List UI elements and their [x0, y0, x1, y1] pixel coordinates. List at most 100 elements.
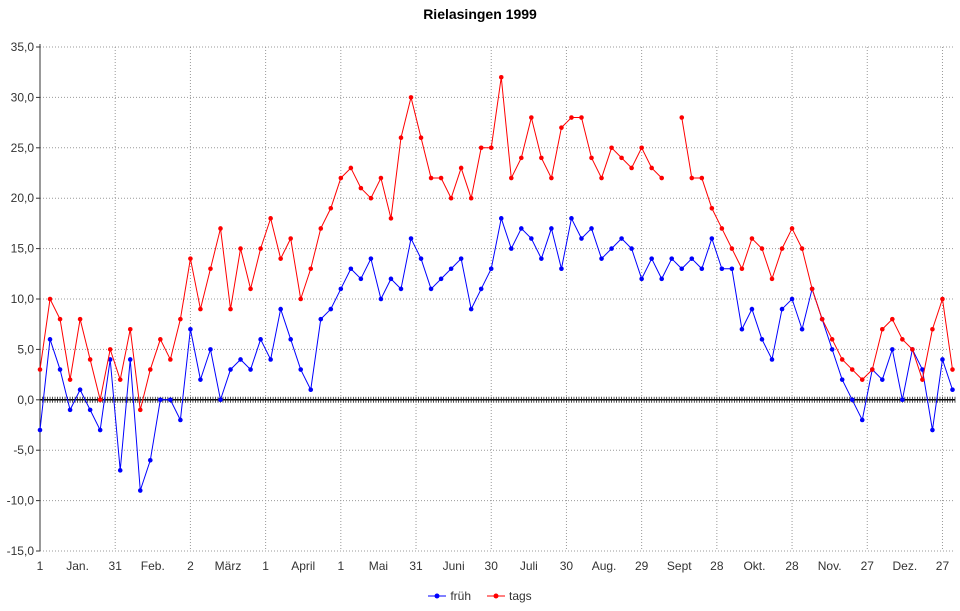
data-point-früh: [739, 326, 745, 332]
data-point-tags: [679, 115, 685, 120]
data-point-früh: [549, 226, 554, 231]
data-point-früh: [178, 417, 183, 423]
data-point-tags: [67, 377, 73, 382]
data-point-tags: [238, 246, 243, 251]
data-point-tags: [890, 316, 895, 322]
legend-item: tags: [487, 589, 532, 603]
data-point-tags: [689, 175, 695, 181]
data-point-früh: [769, 357, 775, 362]
legend-marker-icon: [487, 593, 505, 599]
data-point-tags: [458, 165, 464, 171]
data-point-tags: [258, 246, 263, 251]
data-point-tags: [37, 367, 43, 372]
x-tick-label: 27: [861, 559, 875, 573]
x-tick-label: 27: [936, 559, 950, 573]
data-point-früh: [749, 306, 755, 312]
data-point-früh: [278, 306, 283, 312]
data-point-früh: [829, 347, 835, 352]
data-point-tags: [529, 115, 534, 120]
data-point-früh: [448, 266, 454, 272]
data-point-früh: [67, 407, 73, 413]
x-tick-label: Sept: [667, 559, 692, 573]
data-point-tags: [308, 266, 314, 272]
x-tick-label: April: [291, 559, 315, 573]
data-point-früh: [117, 468, 123, 473]
data-point-tags: [408, 95, 414, 100]
x-tick-label: 31: [409, 559, 423, 573]
x-tick-label: März: [215, 559, 242, 573]
data-point-tags: [819, 316, 825, 322]
legend-marker-icon: [428, 593, 447, 599]
data-point-tags: [519, 155, 524, 161]
data-point-früh: [900, 397, 905, 403]
data-point-tags: [579, 115, 584, 120]
data-point-früh: [629, 246, 634, 251]
data-point-früh: [208, 347, 213, 352]
data-point-früh: [488, 266, 494, 272]
series-line-früh: [39, 216, 953, 491]
x-tick-label: 30: [485, 559, 499, 573]
data-point-tags: [799, 246, 805, 251]
data-point-früh: [619, 236, 624, 241]
data-point-tags: [388, 216, 394, 221]
data-point-tags: [298, 296, 304, 302]
data-point-tags: [378, 175, 384, 181]
x-tick-label: 28: [710, 559, 724, 573]
data-point-tags: [218, 226, 223, 231]
data-point-tags: [900, 337, 905, 342]
data-point-tags: [368, 195, 374, 201]
x-tick-label: 1: [337, 559, 344, 573]
data-point-tags: [930, 326, 935, 332]
data-point-tags: [107, 347, 113, 352]
data-point-tags: [278, 256, 283, 261]
data-point-früh: [47, 337, 53, 342]
data-point-früh: [950, 387, 955, 393]
data-point-tags: [549, 175, 554, 181]
data-point-früh: [859, 417, 865, 423]
x-tick-label: 2: [187, 559, 194, 573]
data-point-tags: [859, 377, 865, 382]
data-point-tags: [178, 316, 183, 322]
data-point-tags: [198, 306, 203, 312]
x-tick-label: Nov.: [818, 559, 842, 573]
data-point-früh: [498, 216, 504, 221]
data-point-tags: [659, 175, 664, 181]
data-point-früh: [218, 397, 223, 403]
data-point-tags: [448, 195, 454, 201]
data-point-früh: [669, 256, 675, 261]
data-point-früh: [258, 337, 263, 342]
legend: früh tags: [0, 589, 960, 603]
x-tick-label: 29: [635, 559, 649, 573]
data-point-früh: [709, 236, 715, 241]
data-point-früh: [729, 266, 735, 272]
data-point-tags: [127, 326, 133, 332]
x-tick-label: Aug.: [592, 559, 617, 573]
data-point-früh: [759, 337, 765, 342]
data-point-früh: [930, 427, 935, 433]
data-point-tags: [488, 145, 494, 151]
data-point-tags: [137, 407, 143, 413]
y-tick-label: 30,0: [11, 90, 35, 104]
data-point-tags: [158, 337, 163, 342]
data-point-früh: [338, 286, 344, 292]
data-point-früh: [639, 276, 644, 282]
data-point-früh: [649, 256, 654, 261]
x-tick-label: 1: [262, 559, 269, 573]
x-tick-label: Dez.: [893, 559, 918, 573]
data-point-tags: [188, 256, 193, 261]
data-point-tags: [809, 286, 815, 292]
data-point-tags: [739, 266, 745, 272]
data-point-tags: [709, 205, 715, 211]
data-point-früh: [579, 236, 584, 241]
y-tick-label: 35,0: [11, 40, 35, 54]
data-point-tags: [468, 195, 474, 201]
data-point-früh: [168, 397, 173, 403]
data-point-früh: [408, 236, 414, 241]
data-point-tags: [779, 246, 785, 251]
data-point-früh: [318, 316, 324, 322]
data-point-tags: [358, 185, 364, 191]
data-point-tags: [438, 175, 444, 181]
data-point-tags: [288, 236, 293, 241]
data-point-tags: [348, 165, 354, 171]
data-point-früh: [188, 326, 193, 332]
